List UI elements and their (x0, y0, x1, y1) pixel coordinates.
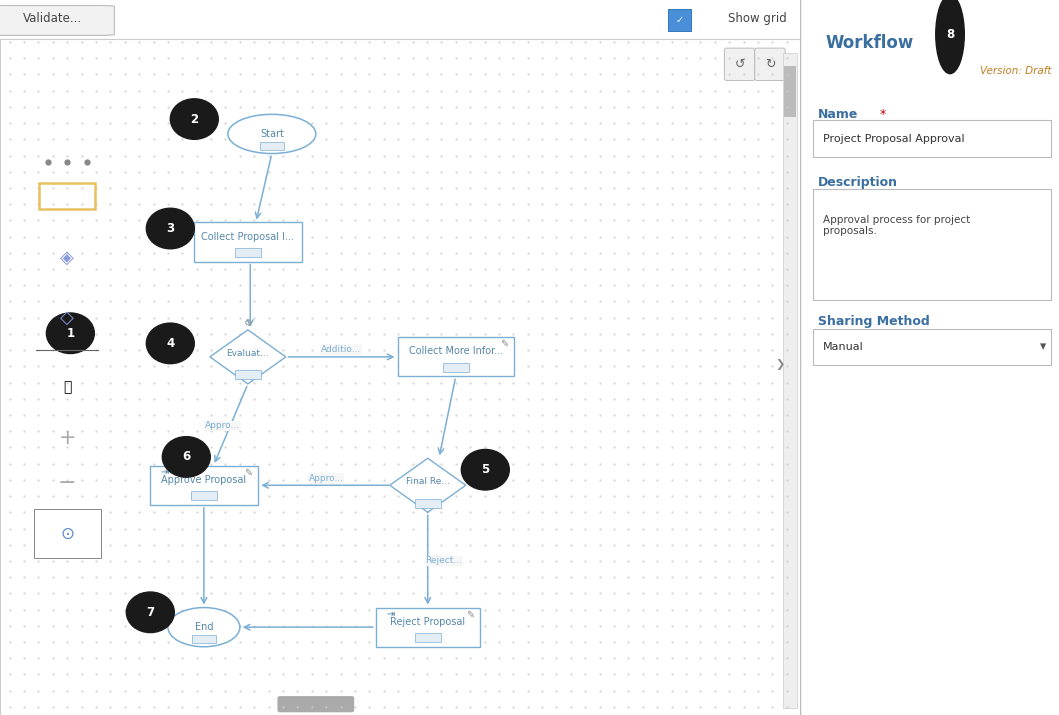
Circle shape (936, 0, 965, 74)
Text: Sharing Method: Sharing Method (818, 315, 930, 328)
Text: Manual: Manual (823, 342, 864, 352)
Text: Version: Draft: Version: Draft (980, 66, 1052, 77)
Text: ✎: ✎ (500, 339, 508, 349)
Text: Validate...: Validate... (22, 12, 82, 25)
Text: Additio...: Additio... (321, 345, 361, 354)
Circle shape (170, 99, 218, 139)
FancyBboxPatch shape (398, 337, 514, 377)
Text: Approve Proposal: Approve Proposal (161, 475, 247, 485)
Circle shape (47, 313, 94, 353)
FancyBboxPatch shape (34, 509, 101, 558)
FancyBboxPatch shape (668, 9, 690, 31)
Text: 🔍: 🔍 (64, 380, 71, 394)
FancyBboxPatch shape (194, 222, 302, 262)
Text: ⊙: ⊙ (60, 525, 74, 543)
FancyBboxPatch shape (277, 696, 354, 712)
Text: ◇: ◇ (60, 309, 74, 327)
FancyBboxPatch shape (415, 499, 441, 508)
Text: ⚙: ⚙ (244, 318, 252, 328)
Ellipse shape (168, 608, 239, 647)
Text: ◈: ◈ (60, 249, 74, 267)
FancyBboxPatch shape (376, 608, 480, 647)
FancyBboxPatch shape (812, 120, 1052, 157)
Text: −: − (58, 473, 76, 493)
Ellipse shape (228, 114, 316, 154)
Text: 3: 3 (166, 222, 175, 235)
Text: +: + (58, 428, 76, 448)
Text: 1: 1 (67, 327, 74, 340)
Text: ▾: ▾ (1040, 340, 1046, 353)
Text: 5: 5 (481, 463, 489, 476)
Text: ✎: ✎ (466, 609, 474, 619)
FancyBboxPatch shape (235, 248, 261, 257)
FancyBboxPatch shape (443, 363, 468, 372)
FancyBboxPatch shape (235, 370, 261, 379)
Text: ⇥: ⇥ (160, 468, 168, 478)
Circle shape (462, 450, 509, 490)
Text: Collect More Infor...: Collect More Infor... (409, 347, 503, 357)
FancyBboxPatch shape (415, 633, 441, 642)
Polygon shape (390, 458, 466, 512)
Text: Reject Proposal: Reject Proposal (390, 617, 465, 627)
Text: End: End (195, 622, 213, 632)
Circle shape (126, 592, 175, 633)
Text: 7: 7 (146, 606, 155, 618)
Text: 6: 6 (182, 450, 191, 463)
Polygon shape (210, 330, 286, 384)
Circle shape (162, 437, 211, 477)
Text: Show grid: Show grid (728, 12, 787, 25)
Text: ⇥: ⇥ (387, 609, 394, 619)
Text: ↻: ↻ (765, 58, 775, 71)
Text: 8: 8 (946, 28, 954, 41)
FancyBboxPatch shape (150, 465, 257, 505)
Text: Start: Start (259, 129, 284, 139)
Text: ❯: ❯ (775, 359, 785, 370)
Text: Appro...: Appro... (204, 421, 239, 430)
Text: *: * (880, 108, 886, 121)
Text: Collect Proposal I...: Collect Proposal I... (201, 232, 294, 242)
Circle shape (146, 323, 194, 364)
Text: 2: 2 (191, 112, 198, 126)
Circle shape (146, 208, 194, 249)
Text: Description: Description (818, 176, 898, 189)
Text: Approval process for project
proposals.: Approval process for project proposals. (823, 214, 970, 236)
FancyBboxPatch shape (724, 48, 755, 81)
Text: Workflow: Workflow (826, 34, 914, 52)
Text: Project Proposal Approval: Project Proposal Approval (823, 134, 965, 144)
Text: ✓: ✓ (676, 15, 684, 24)
Circle shape (760, 311, 800, 418)
Text: Evaluat...: Evaluat... (227, 349, 269, 358)
Text: Final Re...: Final Re... (406, 478, 450, 486)
FancyBboxPatch shape (191, 491, 217, 500)
FancyBboxPatch shape (755, 48, 785, 81)
Text: Appro...: Appro... (308, 474, 344, 483)
Text: ↺: ↺ (734, 58, 744, 71)
Text: 4: 4 (166, 337, 175, 350)
Text: Reject...: Reject... (426, 556, 462, 566)
FancyBboxPatch shape (812, 329, 1052, 365)
FancyBboxPatch shape (259, 142, 284, 150)
FancyBboxPatch shape (192, 635, 216, 644)
FancyBboxPatch shape (812, 189, 1052, 300)
Text: ✎: ✎ (245, 468, 252, 478)
FancyBboxPatch shape (0, 6, 114, 36)
Text: Name: Name (818, 108, 858, 121)
FancyBboxPatch shape (783, 53, 797, 709)
FancyBboxPatch shape (784, 66, 796, 117)
